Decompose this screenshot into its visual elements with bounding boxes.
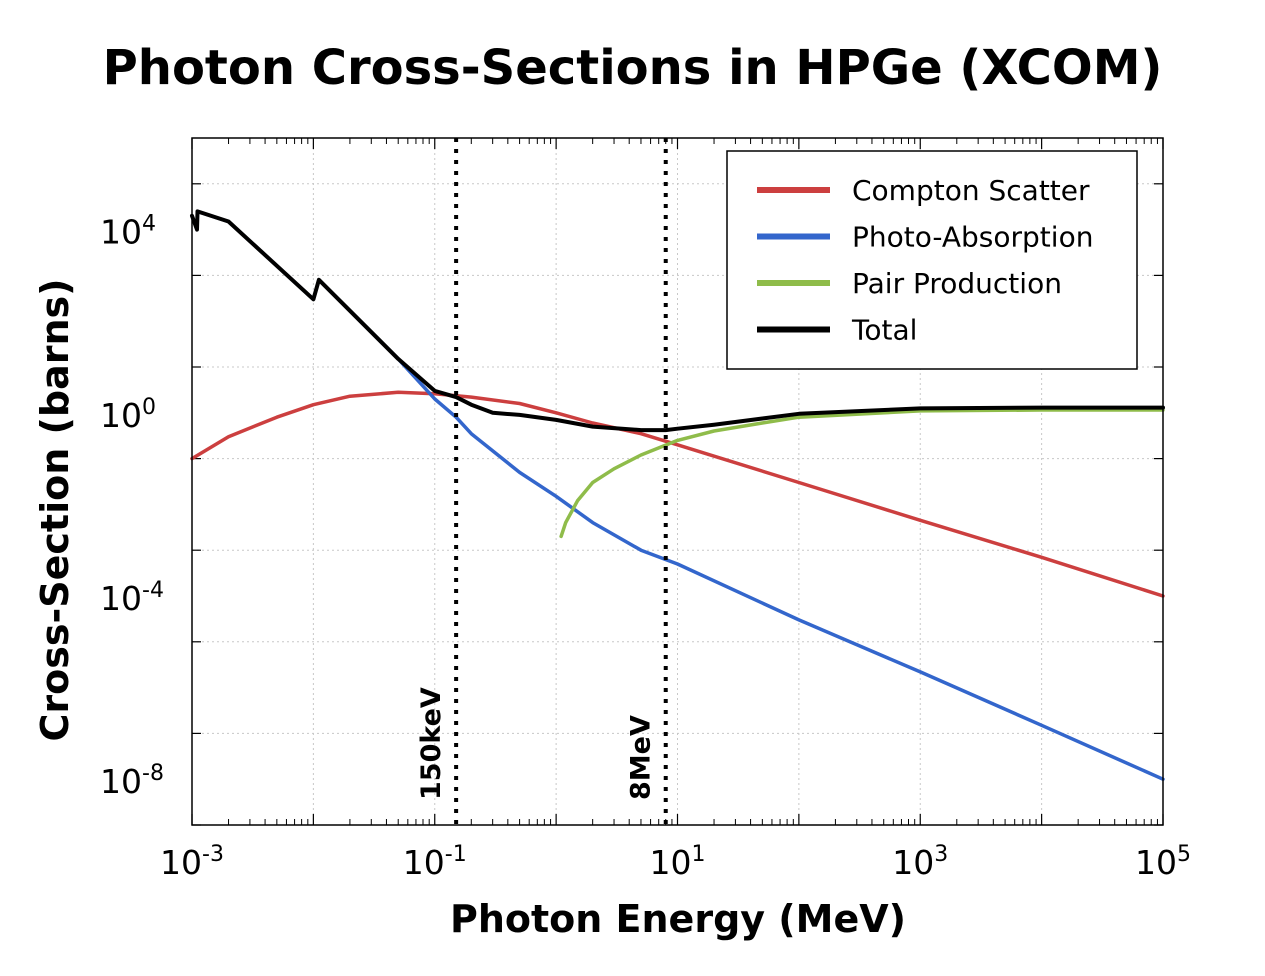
series-line-compton-scatter [190, 390, 1165, 598]
y-tick-label: 100 [100, 395, 156, 435]
series-layer [190, 209, 1165, 781]
x-tick-labels: 10-3 10-1 101 103 105 [160, 842, 1191, 882]
legend: Compton Scatter Photo-Absorption Pair Prod… [726, 150, 1138, 370]
marker-label-8mev: 8MeV [626, 715, 657, 800]
x-tick-label: 103 [892, 842, 948, 882]
legend-label-photo-absorption: Photo-Absorption [852, 221, 1093, 254]
y-tick-labels: 104 100 10-4 10-8 [100, 212, 164, 802]
y-axis-title: Cross-Section (barns) [33, 279, 77, 742]
marker-layer: 150keV 8MeV [416, 138, 668, 825]
plot-frame [191, 137, 1164, 826]
x-tick-label: 105 [1135, 842, 1191, 882]
x-tick-label: 101 [650, 842, 706, 882]
marker-label-150kev: 150keV [416, 687, 447, 800]
y-tick-label: 104 [100, 212, 156, 252]
x-axis-title: Photon Energy (MeV) [450, 897, 906, 941]
x-tick-label: 10-1 [403, 842, 467, 882]
legend-label-pair-production: Pair Production [852, 267, 1062, 300]
series-line-total [190, 209, 1165, 433]
y-tick-label: 10-4 [100, 578, 164, 618]
legend-label-total: Total [851, 314, 917, 347]
chart-title: Photon Cross-Sections in HPGe (XCOM) [102, 40, 1163, 96]
legend-label-compton-scatter: Compton Scatter [852, 174, 1090, 207]
y-tick-label: 10-8 [100, 761, 164, 801]
x-tick-label: 10-3 [160, 842, 224, 882]
series-line-pair-production [559, 408, 1165, 539]
